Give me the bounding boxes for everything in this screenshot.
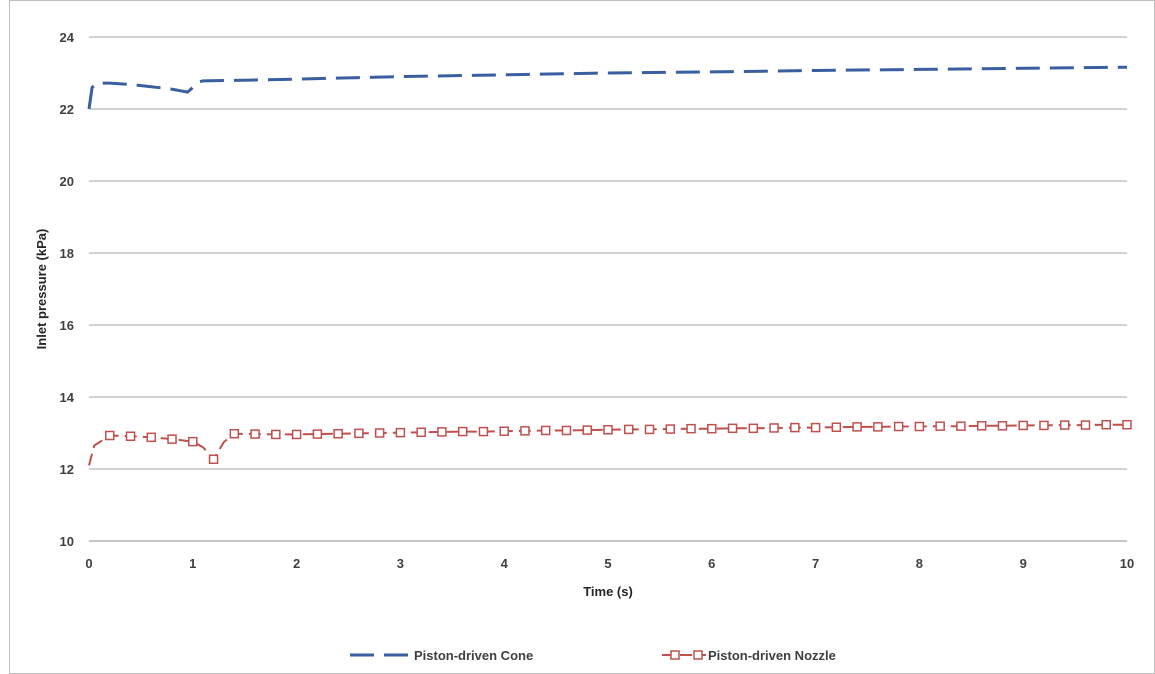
legend-label-cone: Piston-driven Cone [414,648,533,663]
x-tick-label: 6 [708,556,715,571]
data-point-marker [271,429,281,440]
data-point-marker [416,427,426,438]
y-axis-title: Inlet pressure (kPa) [34,229,49,350]
grid-layer [89,36,1127,542]
data-point-marker [935,421,945,431]
x-tick-label: 9 [1020,556,1027,571]
data-point-marker [457,426,468,437]
data-point-marker [540,425,551,436]
data-point-marker [395,427,406,438]
data-point-marker [748,423,759,434]
data-point-marker [852,422,862,432]
legend-label-nozzle: Piston-driven Nozzle [708,648,836,663]
data-point-marker [810,422,821,433]
series-piston-driven-nozzle [88,419,1132,466]
legend-entry-cone: Piston-driven Cone [350,648,533,663]
data-point-marker [561,425,572,436]
series-layer [87,65,1132,466]
data-point-marker [499,426,509,436]
x-tick-label: 7 [812,556,819,571]
data-point-marker [997,421,1008,431]
data-point-marker [105,430,115,441]
data-point-marker [167,434,177,444]
data-point-marker [644,424,655,435]
data-point-marker [769,423,779,433]
data-point-marker [686,423,696,434]
data-point-marker [125,431,136,441]
data-point-marker [727,423,738,434]
data-point-marker [603,425,613,435]
x-tick-label: 10 [1120,556,1134,571]
data-point-marker [893,421,904,432]
x-tick-label: 0 [85,556,92,571]
data-point-marker [520,426,530,436]
x-tick-label: 2 [293,556,300,571]
data-point-marker [707,423,717,434]
y-tick-label: 14 [60,390,75,405]
data-point-marker [478,426,489,437]
series-piston-driven-cone [87,65,1128,110]
x-tick-label: 4 [501,556,509,571]
legend-marker-nozzle-left [670,650,680,660]
y-tick-label: 10 [60,534,74,549]
data-point-marker [208,454,219,465]
y-tick-label: 20 [60,174,74,189]
y-tick-label: 22 [60,102,74,117]
data-point-marker [312,429,323,439]
data-point-marker [1122,419,1132,430]
data-point-marker [831,422,842,432]
series-line [87,65,1128,110]
data-point-marker [437,427,447,437]
data-point-marker [1101,419,1111,430]
data-point-marker [146,432,157,443]
x-tick-label: 5 [604,556,611,571]
data-point-marker [250,429,260,439]
y-tick-label: 12 [60,462,74,477]
data-point-marker [229,428,240,439]
legend-marker-nozzle-right [693,650,703,660]
data-point-marker [1080,420,1091,430]
x-tick-label: 8 [916,556,923,571]
data-point-marker [374,428,385,438]
x-tick-label: 3 [397,556,404,571]
data-point-marker [790,422,800,433]
data-point-marker [624,424,634,435]
data-point-marker [291,429,302,440]
data-point-marker [914,421,925,432]
legend-entry-nozzle: Piston-driven Nozzle [662,648,836,663]
data-point-marker [188,436,198,447]
data-point-marker [976,421,987,431]
data-point-marker [665,424,676,434]
y-tick-label: 24 [60,30,75,45]
data-point-marker [1059,420,1070,430]
legend: Piston-driven Cone Piston-driven Nozzle [350,648,836,663]
data-point-marker [873,422,883,432]
chart-border [9,0,1155,674]
x-axis-title: Time (s) [583,584,633,599]
x-tick-label: 1 [189,556,196,571]
data-point-marker [1018,420,1028,431]
y-tick-label: 16 [60,318,74,333]
y-tick-label: 18 [60,246,74,261]
data-point-marker [1039,420,1049,431]
data-point-marker [582,425,592,435]
data-point-marker [333,428,343,439]
data-point-marker [354,428,364,439]
data-point-marker [956,421,966,431]
